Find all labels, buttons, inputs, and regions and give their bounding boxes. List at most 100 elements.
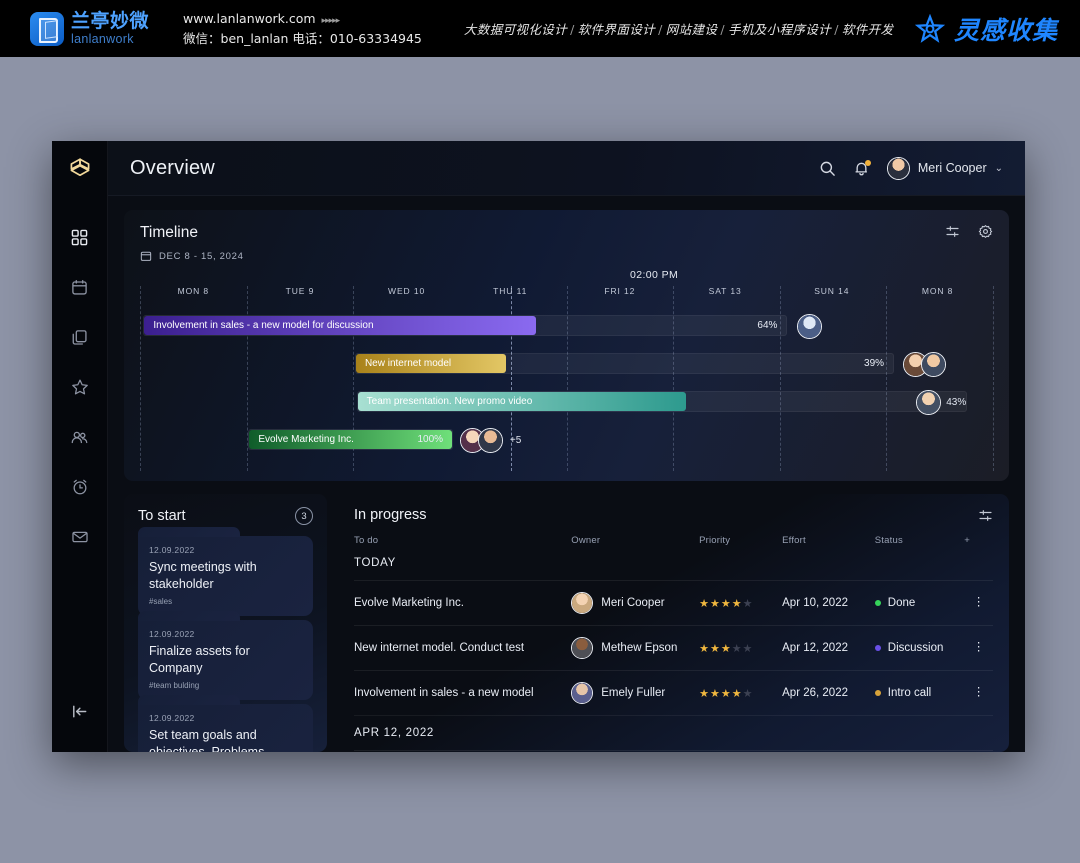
promo-logo: 兰亭妙微 lanlanwork xyxy=(30,9,150,46)
timeline-card: Timeline DEC 8 - 15, 2024 xyxy=(124,210,1009,481)
timeline-bar-fill xyxy=(144,316,537,335)
cell-priority: ★★★★★ xyxy=(699,750,783,752)
notifications-button[interactable] xyxy=(853,159,871,177)
to-start-count-badge: 3 xyxy=(295,507,313,525)
copy-documents-icon xyxy=(72,329,87,345)
timeline-day: TUE 9 xyxy=(285,286,315,296)
owner-name: Emely Fuller xyxy=(601,687,666,699)
timeline-bar-avatars[interactable]: 43% xyxy=(916,390,966,415)
app-logo[interactable] xyxy=(52,141,108,196)
search-button[interactable] xyxy=(819,160,836,177)
user-menu[interactable]: Meri Cooper ⌄ xyxy=(886,156,1003,180)
bottom-panels: To start 3 12.09.2022 Sync meetings with… xyxy=(124,494,1009,752)
sidebar-collapse-button[interactable] xyxy=(65,696,95,726)
timeline-row: Involvement in sales - a new model for d… xyxy=(140,310,993,348)
to-start-card[interactable]: 12.09.2022 Sync meetings with stakeholde… xyxy=(138,527,313,616)
row-menu-button[interactable]: ⋮ xyxy=(964,625,993,671)
row-menu-button[interactable]: ⋮ xyxy=(964,580,993,626)
cell-todo: New internet model. Conduct test xyxy=(354,625,572,671)
sidebar-item-reminders[interactable] xyxy=(65,472,95,502)
status-badge: Intro call xyxy=(887,687,932,699)
sidebar-item-team[interactable] xyxy=(65,422,95,452)
timeline-bar[interactable]: Team presentation. New promo video xyxy=(356,391,967,412)
priority-stars: ★★★★★ xyxy=(699,597,754,610)
timeline-settings-button[interactable] xyxy=(978,224,993,244)
timeline-filter-button[interactable] xyxy=(945,224,960,244)
in-progress-title: In progress xyxy=(354,507,427,523)
add-task-button[interactable]: + xyxy=(964,535,970,546)
timeline-bar[interactable]: Involvement in sales - a new model for d… xyxy=(143,315,788,336)
sidebar-item-favorites[interactable] xyxy=(65,372,95,402)
table-row[interactable]: New internet model. Conduct test Methew … xyxy=(354,625,993,671)
to-start-card-list: 12.09.2022 Sync meetings with stakeholde… xyxy=(138,527,313,752)
sidebar-item-documents[interactable] xyxy=(65,322,95,352)
cell-status: Done xyxy=(874,580,965,626)
timeline-bar-avatars[interactable] xyxy=(903,352,947,377)
timeline-bar[interactable]: Evolve Marketing Inc. 100% xyxy=(248,429,454,450)
priority-stars: ★★★★★ xyxy=(699,642,754,655)
timeline-bar[interactable]: New internet model 39% xyxy=(354,353,895,374)
cell-status: Paused xyxy=(874,750,965,752)
status-badge: Discussion xyxy=(887,642,944,654)
avatar xyxy=(571,592,594,614)
promo-brand-en: lanlanwork xyxy=(71,31,134,46)
cell-owner: Emely Fuller xyxy=(571,670,700,716)
cell-owner: Meri Cooper xyxy=(571,580,700,626)
timeline-row: Team presentation. New promo video 43% xyxy=(140,386,993,424)
owner-name: Meri Cooper xyxy=(601,597,665,609)
card-title: Set team goals and objectives. Problems … xyxy=(149,728,265,752)
table-row[interactable]: Evolve Marketing Inc. Meri Cooper xyxy=(354,580,993,626)
timeline-bar-percent: 64% xyxy=(757,320,778,331)
group-label-row: APR 12, 2022 xyxy=(354,715,993,751)
row-menu-button[interactable]: ⋮ xyxy=(964,670,993,716)
cell-effort: Apr 26, 2022 xyxy=(782,670,875,716)
sidebar-item-mail[interactable] xyxy=(65,522,95,552)
timeline-bar-avatars[interactable]: +5 xyxy=(459,428,521,453)
card-title: Finalize assets for Company xyxy=(149,644,250,675)
calendar-icon xyxy=(140,251,152,261)
timeline-current-time: 02:00 PM xyxy=(630,269,679,281)
sidebar-item-dashboard[interactable] xyxy=(65,222,95,252)
priority-stars: ★★★★★ xyxy=(699,687,754,700)
promo-contact: www.lanlanwork.com ▸▸▸▸▸ 微信：ben_lanlan 电话… xyxy=(183,9,422,48)
timeline-day: MON 8 xyxy=(177,286,210,296)
sliders-filter-icon xyxy=(946,226,959,237)
column-header-status: Status xyxy=(874,535,903,546)
timeline-bar-fill xyxy=(357,392,686,411)
sliders-filter-icon xyxy=(979,509,992,521)
page-title: Overview xyxy=(130,156,215,179)
promo-brand-cn: 兰亭妙微 xyxy=(71,9,150,32)
avatar xyxy=(916,390,942,415)
card-tag: #team bulding xyxy=(149,681,200,690)
sidebar-item-calendar[interactable] xyxy=(65,272,95,302)
avatar xyxy=(796,314,822,339)
to-start-card[interactable]: 12.09.2022 Set team goals and objectives… xyxy=(138,695,313,752)
timeline-day-labels: MON 8 TUE 9 WED 10 THU 11 FRI 12 SAT 13 … xyxy=(140,286,993,308)
timeline-bar-label: Involvement in sales - a new model for d… xyxy=(153,320,374,331)
timeline-bar-percent: 39% xyxy=(864,358,885,369)
group-label: APR 12, 2022 xyxy=(354,715,993,751)
table-row[interactable]: Team presentation. New promo video Jacqu… xyxy=(354,750,993,752)
card-title: Sync meetings with stakeholder xyxy=(149,560,257,591)
timeline-bar-label: New internet model xyxy=(364,358,452,369)
avatar xyxy=(571,637,594,659)
search-icon xyxy=(820,161,835,176)
avatar xyxy=(477,428,503,453)
content: Timeline DEC 8 - 15, 2024 xyxy=(108,196,1025,752)
calendar-icon xyxy=(72,279,87,295)
cell-todo: Team presentation. New promo video xyxy=(354,750,572,752)
cell-owner: Jacquel Orlav xyxy=(571,750,700,752)
to-start-card[interactable]: 12.09.2022 Finalize assets for Company #… xyxy=(138,611,313,700)
table-row[interactable]: Involvement in sales - a new model Emely… xyxy=(354,670,993,716)
column-header-owner: Owner xyxy=(571,535,601,546)
card-date: 12.09.2022 xyxy=(149,713,195,723)
promo-contact-line: 微信：ben_lanlan 电话：010-63334945 xyxy=(183,30,422,46)
timeline-bar-avatars[interactable] xyxy=(796,314,822,339)
column-header-effort: Effort xyxy=(782,535,806,546)
avatar xyxy=(571,682,594,704)
status-badge: Done xyxy=(887,597,916,609)
in-progress-filter-button[interactable] xyxy=(978,508,993,523)
notification-badge xyxy=(864,159,871,166)
table-header-row: To do Owner Priority Effort Status + xyxy=(354,535,993,557)
row-menu-button[interactable]: ⋮ xyxy=(964,750,993,752)
